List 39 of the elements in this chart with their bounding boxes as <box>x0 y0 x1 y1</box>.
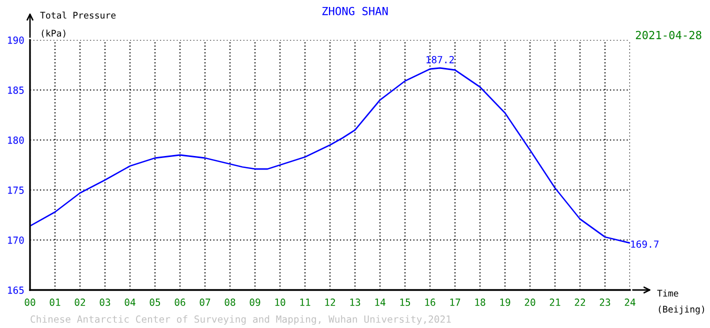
x-axis-title: Time (Beijing) <box>657 290 704 314</box>
x-tick-label: 14 <box>375 298 386 306</box>
x-tick-label: 04 <box>124 298 136 306</box>
x-tick-label: 23 <box>600 298 610 306</box>
y-tick-label: 170 <box>8 236 24 244</box>
x-tick-label: 09 <box>250 298 260 306</box>
line-series <box>30 67 630 244</box>
x-tick-label: 11 <box>300 298 310 306</box>
annotation: 169.7 <box>631 240 659 248</box>
y-tick-label: 190 <box>8 36 24 44</box>
x-tick-label: 00 <box>24 298 36 306</box>
x-tick-label: 10 <box>275 298 286 306</box>
x-tick-label: 01 <box>50 298 60 306</box>
x-tick-label: 03 <box>100 298 110 306</box>
text: Chinese Antarctic Center of Surveying and Mapping, Wuhan University,2021 <box>30 315 451 325</box>
x-tick-label: 08 <box>224 298 236 306</box>
x-tick-label: 05 <box>150 298 160 306</box>
annotation: 187.2 <box>426 56 454 64</box>
y-tick-label: 180 <box>8 136 24 144</box>
x-tick-label: 18 <box>475 298 486 306</box>
x-tick-label: 13 <box>350 298 360 306</box>
x-tick-label: 17 <box>450 298 460 306</box>
y-tick-label: 175 <box>8 186 24 194</box>
y-tick-label: 185 <box>8 86 24 94</box>
x-tick-label: 06 <box>174 298 186 306</box>
x-tick-label: 16 <box>425 298 436 306</box>
y-tick-label: 165 <box>8 286 24 294</box>
x-tick-label: 24 <box>624 298 636 306</box>
x-tick-label: 15 <box>400 298 410 306</box>
x-tick-label: 21 <box>550 298 560 306</box>
x-tick-label: 12 <box>325 298 336 306</box>
text: Total Pressure (kPa) <box>40 12 116 38</box>
text: 2021-04-28 <box>636 30 702 40</box>
x-tick-label: 20 <box>524 298 536 306</box>
x-tick-label: 07 <box>200 298 210 306</box>
x-tick-label: 02 <box>74 298 86 306</box>
x-tick-label: 22 <box>574 298 586 306</box>
chart-title: ZHONG SHAN <box>322 6 388 16</box>
x-tick-label: 19 <box>500 298 510 306</box>
